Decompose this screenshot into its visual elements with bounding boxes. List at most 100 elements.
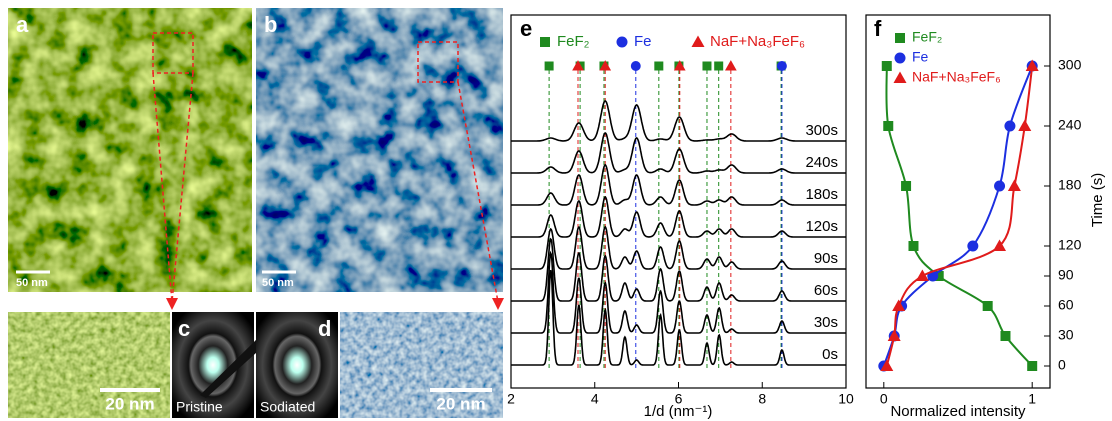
panel-label: b: [264, 12, 277, 37]
marker: [982, 301, 993, 311]
marker: [1018, 119, 1032, 131]
trend-curve: [882, 65, 1034, 367]
trace-label: 300s: [805, 122, 838, 139]
tem-image-sodiated: [256, 8, 503, 292]
trace: [511, 195, 846, 238]
x-axis-label: Normalized intensity: [890, 403, 1026, 420]
panel-label: d: [318, 316, 331, 341]
marker: [654, 61, 664, 71]
diffraction-sodiated: [256, 312, 338, 418]
marker: [599, 60, 612, 71]
marker: [895, 33, 905, 43]
panel-label: f: [874, 16, 882, 41]
marker: [630, 61, 641, 71]
marker: [691, 35, 705, 47]
marker: [714, 61, 724, 71]
marker: [880, 359, 894, 371]
marker: [724, 60, 737, 71]
zoom-image-sodiated: [339, 311, 504, 419]
marker: [994, 180, 1006, 192]
marker: [908, 241, 919, 251]
x-tick-label: 6: [675, 391, 683, 407]
x-tick-label: 4: [591, 391, 599, 407]
marker: [967, 240, 979, 252]
x-tick-label: 2: [507, 391, 515, 407]
scale-bar-label: 20 nm: [436, 394, 485, 413]
marker: [776, 61, 787, 71]
legend-label: Fe: [912, 49, 929, 65]
zoom-box: [152, 32, 194, 74]
trace-label: 60s: [814, 282, 838, 299]
y-tick-label: 0: [1058, 357, 1066, 373]
zoom-arrow: [457, 81, 499, 303]
marker: [901, 181, 912, 191]
legend-label: Fe: [634, 33, 652, 50]
y-tick-label: 240: [1058, 117, 1082, 133]
trace: [511, 132, 846, 174]
legend-label: FeF₂: [557, 33, 590, 50]
y-tick-label: 30: [1058, 327, 1074, 343]
tem-image-pristine: [8, 8, 252, 292]
panel-label: a: [16, 12, 29, 37]
marker: [540, 37, 550, 47]
marker: [616, 36, 628, 48]
y-axis-label: Time (s): [1089, 173, 1106, 227]
y-tick-label: 120: [1058, 237, 1082, 253]
marker: [893, 71, 907, 83]
marker: [915, 269, 929, 281]
marker: [1007, 179, 1021, 191]
trace-label: 240s: [805, 154, 838, 171]
trace-label: 120s: [805, 218, 838, 235]
marker: [883, 121, 894, 131]
trace-label: 0s: [822, 346, 838, 363]
marker: [1027, 361, 1038, 371]
legend-label: FeF₂: [912, 29, 942, 45]
marker: [1004, 120, 1016, 132]
diffraction-caption: Sodiated: [260, 399, 315, 415]
marker: [993, 239, 1007, 251]
legend-label: NaF+Na₃FeF₆: [710, 33, 805, 50]
trace: [511, 237, 846, 302]
trace: [511, 100, 846, 142]
marker: [887, 329, 901, 341]
scale-bar-label: 50 nm: [16, 277, 48, 289]
marker: [881, 61, 892, 71]
y-tick-label: 60: [1058, 297, 1074, 313]
scale-bar-label: 20 nm: [105, 394, 154, 413]
x-axis-label: 1/d (nm⁻¹): [644, 403, 713, 420]
scale-bar-label: 50 nm: [262, 277, 294, 289]
y-tick-label: 180: [1058, 177, 1082, 193]
zoom-box: [417, 41, 459, 83]
marker: [673, 60, 686, 71]
x-tick-label: 10: [838, 391, 854, 407]
trace-label: 180s: [805, 186, 838, 203]
legend-label: NaF+Na₃FeF₆: [912, 69, 1001, 85]
y-tick-label: 300: [1058, 57, 1082, 73]
marker: [702, 61, 712, 71]
y-tick-label: 90: [1058, 267, 1074, 283]
plot-frame: [865, 14, 1051, 389]
x-tick-label: 8: [758, 391, 766, 407]
x-tick-label: 0: [880, 391, 888, 407]
marker: [892, 299, 906, 311]
arrow-head: [166, 298, 178, 310]
marker: [1000, 331, 1011, 341]
panel-label: c: [178, 316, 190, 341]
trace-label: 90s: [814, 250, 838, 267]
marker: [933, 271, 944, 281]
trace: [511, 164, 846, 206]
zoom-arrow: [152, 72, 194, 303]
trace: [511, 269, 846, 366]
marker: [544, 61, 554, 71]
marker: [572, 60, 584, 71]
diffraction-caption: Pristine: [176, 399, 223, 415]
trace-label: 30s: [814, 314, 838, 331]
marker: [1025, 59, 1039, 71]
trace: [511, 250, 846, 334]
zoom-image-pristine: [7, 311, 171, 419]
x-tick-label: 1: [1028, 391, 1036, 407]
panel-label: e: [520, 16, 532, 41]
trace: [511, 225, 846, 270]
marker: [894, 52, 906, 64]
